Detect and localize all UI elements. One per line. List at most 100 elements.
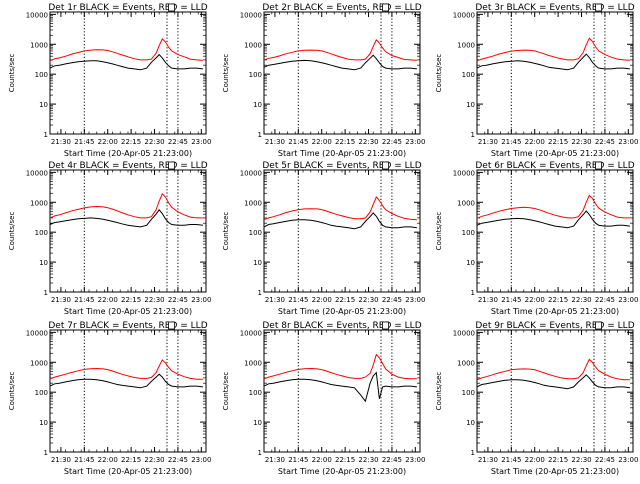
plot-frame bbox=[263, 11, 421, 135]
x-tick-label: 22:15 bbox=[121, 296, 141, 304]
x-axis-label: Start Time (20-Apr-05 21:23:00) bbox=[278, 149, 406, 158]
series-line-black-events bbox=[263, 212, 417, 230]
title-marker-box bbox=[382, 161, 389, 170]
y-axis-label: Counts/sec bbox=[8, 212, 16, 251]
chart-panel-1: Det 1r BLACK = Events, RED = LLD Counts/s… bbox=[8, 3, 211, 158]
x-tick-label: 22:45 bbox=[382, 456, 402, 464]
series-line-red-lld bbox=[476, 358, 630, 381]
chart-title: Det 3r BLACK = Events, RED = LLD bbox=[475, 3, 634, 13]
x-axis-label: Start Time (20-Apr-05 21:23:00) bbox=[278, 467, 406, 476]
y-tick-label: 10 bbox=[39, 259, 48, 267]
y-tick-label: 10 bbox=[253, 259, 262, 267]
series-line-red-lld bbox=[476, 37, 630, 62]
y-tick-label: 1000 bbox=[457, 41, 475, 49]
y-tick-label: 1000 bbox=[30, 359, 48, 367]
plot-frame bbox=[263, 329, 421, 453]
x-axis-label: Start Time (20-Apr-05 21:23:00) bbox=[64, 307, 192, 316]
chart-panel-9: Det 9r BLACK = Events, RED = LLD Counts/s… bbox=[435, 321, 638, 476]
y-tick-label: 1000 bbox=[457, 199, 475, 207]
x-tick-label: 23:00 bbox=[618, 138, 638, 146]
plot-frame bbox=[476, 169, 634, 293]
x-tick-label: 22:00 bbox=[98, 138, 118, 146]
x-axis-label: Start Time (20-Apr-05 21:23:00) bbox=[64, 149, 192, 158]
x-tick-label: 22:45 bbox=[168, 296, 188, 304]
x-tick-label: 22:30 bbox=[358, 138, 378, 146]
series-line-red-lld bbox=[49, 359, 203, 380]
x-tick-label: 21:30 bbox=[478, 456, 498, 464]
y-tick-label: 100 bbox=[35, 389, 48, 397]
y-tick-label: 100 bbox=[462, 71, 475, 79]
x-tick-label: 21:30 bbox=[265, 138, 285, 146]
series-line-red-lld bbox=[49, 38, 203, 62]
chart-title: Det 1r BLACK = Events, RED = LLD bbox=[48, 3, 207, 13]
x-tick-label: 22:15 bbox=[335, 138, 355, 146]
y-tick-label: 100 bbox=[35, 229, 48, 237]
x-tick-label: 22:00 bbox=[98, 296, 118, 304]
x-tick-label: 21:45 bbox=[288, 296, 308, 304]
x-tick-label: 21:30 bbox=[51, 456, 71, 464]
y-tick-label: 100 bbox=[249, 229, 262, 237]
x-tick-label: 22:30 bbox=[144, 296, 164, 304]
x-tick-label: 21:30 bbox=[51, 138, 71, 146]
y-tick-label: 10000 bbox=[240, 329, 262, 337]
x-tick-label: 22:30 bbox=[571, 296, 591, 304]
chart-title: Det 8r BLACK = Events, RED = LLD bbox=[262, 321, 421, 331]
y-axis-label: Counts/sec bbox=[435, 54, 443, 93]
x-tick-label: 22:00 bbox=[98, 456, 118, 464]
y-tick-label: 10 bbox=[253, 419, 262, 427]
series-line-red-lld bbox=[49, 193, 203, 219]
y-tick-label: 10 bbox=[466, 419, 475, 427]
x-tick-label: 22:30 bbox=[571, 456, 591, 464]
y-tick-label: 100 bbox=[249, 389, 262, 397]
y-tick-label: 10000 bbox=[453, 169, 475, 177]
y-tick-label: 10000 bbox=[240, 11, 262, 19]
y-tick-label: 10 bbox=[466, 101, 475, 109]
x-tick-label: 22:00 bbox=[312, 456, 332, 464]
chart-title: Det 2r BLACK = Events, RED = LLD bbox=[262, 3, 421, 13]
y-tick-label: 1000 bbox=[244, 41, 262, 49]
series-line-red-lld bbox=[476, 194, 630, 219]
x-tick-label: 21:30 bbox=[478, 138, 498, 146]
x-axis-label: Start Time (20-Apr-05 21:23:00) bbox=[64, 467, 192, 476]
x-tick-label: 21:45 bbox=[288, 456, 308, 464]
y-axis-label: Counts/sec bbox=[435, 212, 443, 251]
x-tick-label: 21:45 bbox=[74, 296, 94, 304]
series-line-black-events bbox=[49, 53, 203, 71]
y-tick-label: 10 bbox=[253, 101, 262, 109]
series-line-black-events bbox=[49, 373, 203, 389]
x-tick-label: 21:45 bbox=[501, 456, 521, 464]
x-tick-label: 23:00 bbox=[405, 296, 425, 304]
title-marker-box bbox=[382, 321, 389, 330]
x-axis-label: Start Time (20-Apr-05 21:23:00) bbox=[491, 307, 619, 316]
x-tick-label: 21:45 bbox=[501, 138, 521, 146]
y-tick-label: 10 bbox=[39, 419, 48, 427]
title-marker-box bbox=[382, 3, 389, 12]
chart-panel-2: Det 2r BLACK = Events, RED = LLD Counts/s… bbox=[222, 3, 425, 158]
y-axis-label: Counts/sec bbox=[222, 54, 230, 93]
series-line-black-events bbox=[476, 374, 630, 390]
y-axis-label: Counts/sec bbox=[222, 212, 230, 251]
y-tick-label: 1000 bbox=[244, 199, 262, 207]
y-tick-label: 10 bbox=[466, 259, 475, 267]
y-tick-label: 1 bbox=[258, 289, 262, 297]
chart-panel-7: Det 7r BLACK = Events, RED = LLD Counts/s… bbox=[8, 321, 211, 476]
title-marker-box bbox=[168, 3, 175, 12]
x-tick-label: 22:00 bbox=[525, 296, 545, 304]
y-tick-label: 1 bbox=[471, 131, 475, 139]
x-axis-label: Start Time (20-Apr-05 21:23:00) bbox=[278, 307, 406, 316]
y-axis-label: Counts/sec bbox=[8, 372, 16, 411]
plot-frame bbox=[49, 169, 207, 293]
x-axis-label: Start Time (20-Apr-05 21:23:00) bbox=[491, 467, 619, 476]
x-tick-label: 21:30 bbox=[265, 296, 285, 304]
plot-frame bbox=[263, 169, 421, 293]
y-tick-label: 10000 bbox=[26, 11, 48, 19]
plot-frame bbox=[476, 329, 634, 453]
x-tick-label: 22:15 bbox=[335, 296, 355, 304]
x-tick-label: 23:00 bbox=[618, 456, 638, 464]
x-tick-label: 21:45 bbox=[288, 138, 308, 146]
chart-title: Det 9r BLACK = Events, RED = LLD bbox=[475, 321, 634, 331]
y-tick-label: 1 bbox=[44, 289, 48, 297]
y-tick-label: 1000 bbox=[30, 41, 48, 49]
series-line-black-events bbox=[263, 54, 417, 71]
